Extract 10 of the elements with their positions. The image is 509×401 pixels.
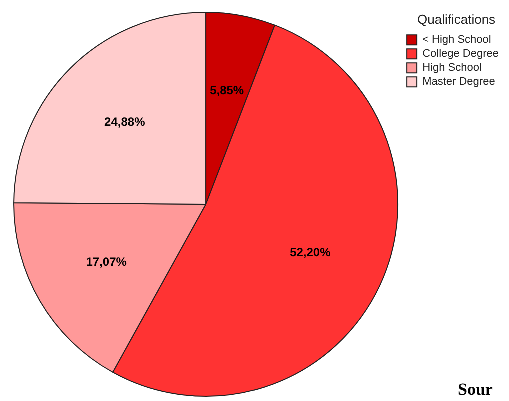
legend-label: Master Degree: [422, 76, 496, 88]
legend-label: College Degree: [422, 48, 499, 60]
legend-label: < High School: [422, 34, 492, 46]
data-label: 24,88%: [104, 115, 146, 130]
text: Sour: [458, 380, 494, 399]
data-label: 17,07%: [86, 254, 128, 269]
data-label: 52,20%: [290, 246, 332, 260]
data-label: 5,85%: [210, 84, 244, 98]
legend-label: High School: [422, 62, 482, 74]
legend-title: Qualifications: [418, 12, 496, 28]
